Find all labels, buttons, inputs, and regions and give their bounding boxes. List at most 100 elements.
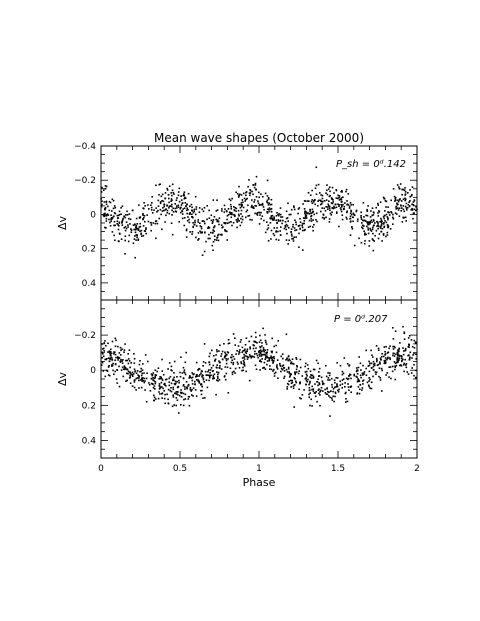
top-data-point — [212, 219, 215, 221]
top-data-point — [266, 202, 269, 204]
bottom-data-point — [375, 357, 378, 360]
bottom-data-point — [114, 363, 117, 365]
bottom-data-point — [180, 404, 182, 406]
top-data-point — [350, 209, 352, 212]
bottom-data-point — [266, 351, 268, 353]
top-data-point — [200, 232, 202, 234]
top-data-point — [104, 212, 106, 215]
bottom-data-point — [264, 356, 267, 359]
bottom-data-point — [126, 372, 128, 375]
top-data-point — [371, 228, 374, 231]
bottom-data-point — [309, 370, 312, 373]
top-data-point — [338, 195, 341, 197]
top-data-point — [181, 210, 184, 213]
bottom-data-point — [332, 395, 335, 397]
top-data-point — [343, 208, 345, 210]
top-data-point — [291, 237, 293, 240]
top-data-point — [206, 205, 208, 207]
top-data-point — [374, 234, 376, 237]
bottom-data-point — [396, 351, 399, 354]
top-data-point — [214, 238, 216, 241]
bottom-data-point — [286, 371, 289, 373]
top-data-point — [278, 214, 280, 217]
bottom-data-point — [377, 347, 380, 350]
top-data-point — [372, 224, 375, 227]
top-data-point — [375, 206, 377, 209]
bottom-data-point — [392, 348, 395, 350]
top-data-point — [403, 210, 406, 213]
top-data-point — [294, 219, 296, 222]
top-data-point — [142, 214, 144, 216]
top-data-point — [349, 202, 352, 204]
top-data-point — [405, 202, 408, 205]
bottom-data-point — [384, 354, 386, 356]
top-data-point — [303, 220, 306, 222]
top-data-point — [312, 226, 314, 228]
bottom-data-point — [254, 364, 257, 367]
bottom-data-point — [117, 359, 119, 361]
top-data-point — [250, 206, 253, 208]
top-data-point — [153, 209, 155, 211]
top-data-point — [366, 221, 368, 224]
top-data-point — [100, 205, 103, 208]
bottom-data-point — [394, 368, 396, 371]
top-data-point — [142, 234, 145, 237]
bottom-data-point — [350, 391, 352, 393]
bottom-panel-points — [100, 325, 417, 417]
top-data-point — [327, 206, 329, 208]
top-data-point — [338, 204, 340, 206]
bottom-data-point — [410, 372, 413, 374]
bottom-data-point — [318, 392, 320, 395]
top-data-point — [397, 209, 400, 211]
top-data-point — [323, 207, 325, 210]
top-data-point — [361, 222, 363, 224]
bottom-data-point — [242, 360, 245, 362]
bottom-data-point — [234, 367, 237, 370]
bottom-data-point — [231, 359, 234, 361]
bottom-data-point — [129, 372, 132, 375]
top-data-point — [382, 196, 385, 199]
bottom-data-point — [181, 372, 184, 374]
bottom-data-point — [154, 382, 157, 385]
bottom-data-point — [413, 352, 415, 355]
bottom-data-point — [107, 342, 109, 345]
bottom-data-point — [213, 355, 215, 357]
top-data-point — [408, 205, 411, 208]
bottom-data-point — [216, 364, 218, 366]
top-data-point — [145, 227, 147, 229]
bottom-data-point — [154, 377, 156, 379]
bottom-data-point — [141, 372, 144, 375]
top-data-point — [404, 187, 406, 189]
top-data-point — [400, 205, 402, 207]
bottom-data-point — [259, 352, 262, 355]
top-data-point — [150, 209, 153, 211]
top-data-point — [271, 219, 274, 221]
x-tick-label: 0.5 — [173, 464, 187, 474]
bottom-data-point — [286, 357, 288, 359]
bottom-data-point — [294, 373, 296, 376]
top-data-point — [132, 242, 135, 244]
bottom-data-point — [145, 377, 148, 380]
bottom-data-point — [178, 381, 180, 384]
top-data-point — [412, 201, 415, 203]
bottom-data-point — [113, 373, 115, 375]
top-data-point — [345, 188, 348, 191]
top-data-point — [394, 196, 397, 199]
top-data-point — [389, 228, 392, 230]
bottom-data-point — [376, 359, 378, 361]
bottom-data-point — [165, 385, 167, 387]
bottom-data-point — [173, 376, 175, 379]
top-data-point — [139, 225, 142, 228]
top-data-point — [328, 204, 330, 207]
top-data-point — [301, 229, 304, 232]
top-data-point — [269, 222, 272, 224]
bottom-data-point — [273, 375, 276, 377]
bottom-data-point — [356, 380, 359, 383]
bottom-data-point — [271, 359, 273, 362]
bottom-data-point — [304, 365, 306, 368]
top-data-point — [213, 216, 216, 218]
bottom-data-point — [231, 354, 233, 356]
bottom-data-point — [273, 360, 275, 362]
top-data-point — [262, 206, 265, 208]
top-data-point — [303, 208, 306, 210]
